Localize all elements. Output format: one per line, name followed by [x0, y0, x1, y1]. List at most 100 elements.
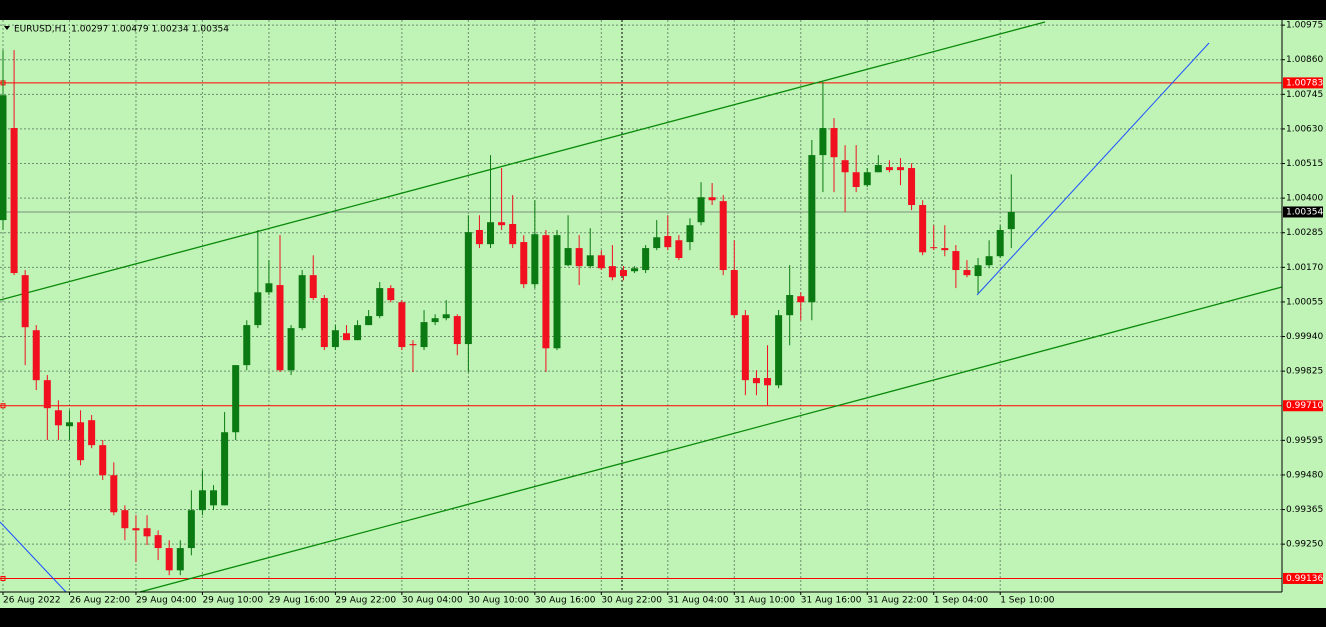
- candles: [0, 50, 1015, 576]
- x-tick-label: 31 Aug 16:00: [801, 596, 862, 606]
- candle-body: [221, 432, 229, 506]
- trend-line: [0, 521, 67, 593]
- candle-body: [287, 328, 295, 371]
- candle-body: [453, 316, 461, 345]
- candle-body: [43, 380, 51, 409]
- candle-body: [132, 528, 140, 531]
- candle-body: [653, 237, 661, 249]
- x-tick-label: 30 Aug 10:00: [468, 596, 529, 606]
- candle-body: [154, 535, 162, 549]
- candle-body: [531, 234, 539, 285]
- x-tick-label: 31 Aug 10:00: [734, 596, 795, 606]
- trend-line: [976, 42, 1210, 296]
- candle-body: [32, 330, 40, 381]
- level-label: 0.99710: [1286, 401, 1323, 411]
- candle-body: [121, 510, 129, 529]
- x-tick-label: 30 Aug 22:00: [601, 596, 662, 606]
- candle-body: [210, 490, 218, 506]
- y-tick-label: 1.00860: [1286, 55, 1323, 65]
- candle-body: [365, 316, 373, 326]
- candle-body: [342, 333, 350, 341]
- symbol: EURUSD,H1: [14, 24, 67, 34]
- candle-body: [21, 275, 29, 328]
- candle-body: [819, 128, 827, 156]
- candle-body: [908, 168, 916, 206]
- channel-upper: [0, 21, 1046, 301]
- candle-body: [885, 167, 893, 171]
- candle-body: [464, 232, 472, 345]
- candle-body: [675, 240, 683, 259]
- candle-body: [841, 160, 849, 173]
- y-tick-label: 1.00630: [1286, 124, 1323, 134]
- x-tick-label: 29 Aug 10:00: [202, 596, 263, 606]
- y-tick-label: 1.00055: [1286, 297, 1323, 307]
- header-close: 1.00354: [192, 24, 229, 34]
- level-label: 0.99136: [1286, 574, 1323, 584]
- candle-body: [619, 270, 627, 277]
- y-tick-label: 0.99825: [1286, 367, 1323, 377]
- candle-body: [298, 275, 306, 329]
- level-label: 1.00783: [1286, 78, 1323, 88]
- candle-body: [808, 155, 816, 303]
- y-tick-label: 0.99250: [1286, 540, 1323, 550]
- candle-body: [996, 230, 1004, 257]
- candle-body: [963, 270, 971, 276]
- candle-body: [941, 248, 949, 251]
- x-tick-label: 29 Aug 16:00: [269, 596, 330, 606]
- candle-body: [1007, 211, 1015, 230]
- current-price-label: 1.00354: [1286, 207, 1323, 217]
- candle-body: [608, 266, 616, 278]
- current-price-box: [1283, 206, 1323, 218]
- symbol-menu-arrow: [4, 26, 10, 30]
- candle-body: [797, 296, 805, 303]
- candle-body: [376, 288, 384, 317]
- candle-body: [919, 205, 927, 253]
- candle-body: [930, 247, 938, 249]
- candle-body: [487, 222, 495, 245]
- candle-body: [198, 490, 206, 511]
- header-high: 1.00479: [111, 24, 148, 34]
- candle-body: [509, 224, 517, 245]
- level-label-box: [1283, 572, 1323, 584]
- x-tick-label: 1 Sep 10:00: [1000, 596, 1055, 606]
- candle-body: [431, 318, 439, 323]
- candle-body: [786, 295, 794, 316]
- candle-body: [475, 230, 483, 245]
- candle-body: [354, 325, 362, 341]
- level-anchor: [0, 403, 6, 409]
- candle-body: [165, 548, 173, 571]
- candle-body: [110, 475, 118, 513]
- candle-body: [77, 422, 85, 461]
- candle-body: [88, 420, 96, 446]
- y-tick-label: 1.00285: [1286, 228, 1323, 238]
- x-tick-label: 26 Aug 22:00: [69, 596, 130, 606]
- candle-body: [409, 344, 417, 346]
- candle-body: [65, 422, 73, 427]
- header-low: 1.00234: [152, 24, 189, 34]
- y-tick-label: 0.99595: [1286, 436, 1323, 446]
- candle-body: [642, 248, 650, 271]
- candle-body: [764, 378, 772, 386]
- candle-body: [896, 167, 904, 171]
- candle-body: [631, 268, 639, 272]
- candle-body: [442, 314, 450, 319]
- candle-body: [708, 197, 716, 201]
- candle-body: [830, 128, 838, 158]
- candle-body: [553, 235, 561, 349]
- candle-body: [243, 325, 251, 366]
- y-tick-label: 0.99365: [1286, 505, 1323, 515]
- y-tick-label: 1.00170: [1286, 263, 1323, 273]
- candle-body: [575, 248, 583, 267]
- x-tick-label: 1 Sep 04:00: [934, 596, 989, 606]
- candle-body: [320, 298, 328, 348]
- candle-body: [874, 165, 882, 173]
- bottom-bar: [0, 608, 1326, 627]
- candle-body: [387, 288, 395, 301]
- candle-body: [420, 322, 428, 348]
- candle-body: [542, 235, 550, 349]
- candle-body: [99, 445, 107, 476]
- candle-body: [775, 315, 783, 386]
- candle-body: [852, 172, 860, 187]
